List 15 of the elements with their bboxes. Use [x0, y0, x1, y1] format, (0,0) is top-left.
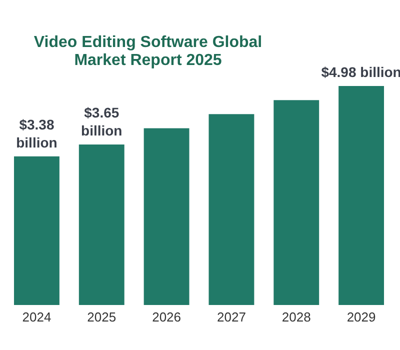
x-tick-label: 2027	[216, 310, 246, 324]
bar	[208, 114, 254, 305]
data-label: $3.65 billion	[81, 104, 122, 138]
data-label: $3.38 billion	[16, 116, 58, 150]
x-tick-label: 2029	[346, 310, 376, 324]
x-tick-label: 2028	[282, 310, 311, 324]
x-tick-label: 2025	[87, 310, 116, 324]
x-tick-label: 2026	[152, 310, 182, 324]
bar	[78, 144, 124, 305]
bar	[338, 86, 384, 305]
bar	[274, 100, 320, 305]
bar	[14, 156, 60, 305]
chart-title: Video Editing Software Global Market Report 2025	[34, 34, 262, 69]
bar	[144, 128, 190, 305]
x-tick-label: 2024	[22, 310, 52, 324]
